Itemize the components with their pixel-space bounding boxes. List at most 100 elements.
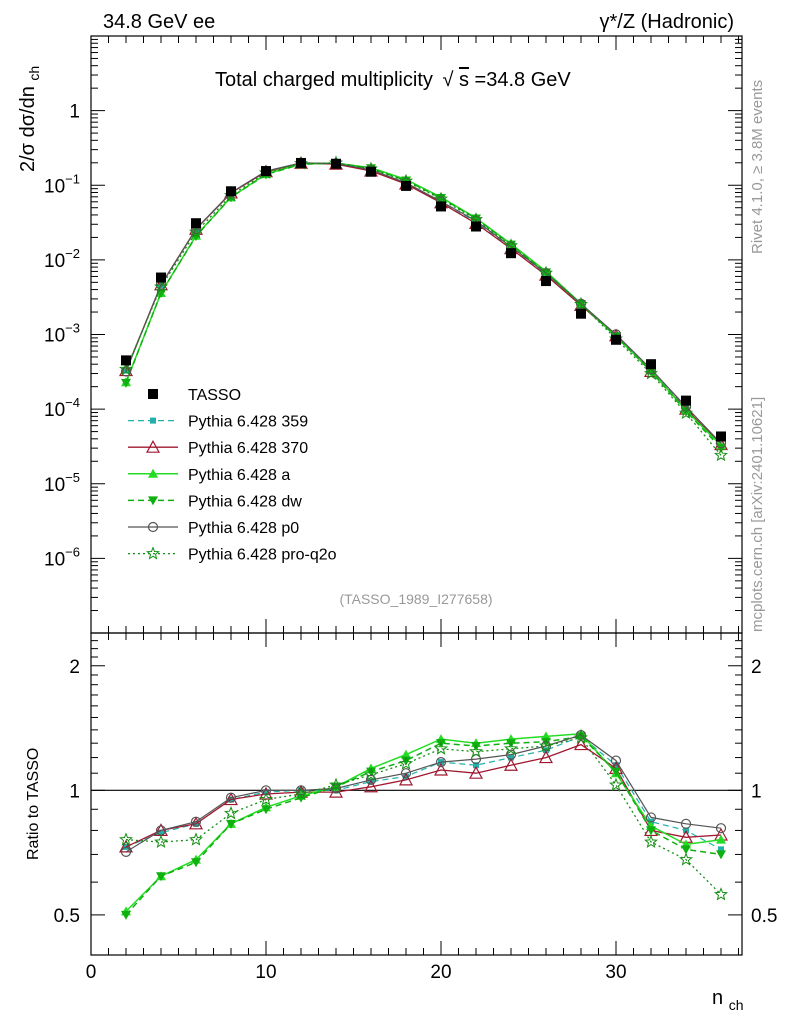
legend-label-pq2o: Pythia 6.428 pro-q2o bbox=[188, 547, 337, 564]
legend-marker-p370 bbox=[145, 439, 161, 453]
series-point-ratio-pq2o bbox=[679, 852, 693, 866]
series-point-ratio-pdw bbox=[191, 858, 201, 868]
data-point-tasso bbox=[296, 157, 306, 168]
series-point-ratio-p370 bbox=[433, 762, 449, 776]
series-line-main-pq2o bbox=[125, 162, 722, 456]
series-point-ratio-pp0 bbox=[645, 812, 657, 823]
series-point-ratio-pq2o bbox=[364, 767, 378, 781]
y-tick-label-main: 10−1 bbox=[44, 171, 80, 197]
series-point-ratio-pp0 bbox=[505, 749, 517, 760]
series-point-ratio-pdw bbox=[401, 756, 411, 766]
legend-marker-tasso bbox=[148, 389, 158, 399]
series-point-main-pq2o bbox=[154, 279, 168, 293]
data-point-tasso bbox=[471, 221, 481, 232]
series-point-ratio-pp0 bbox=[295, 785, 307, 796]
y-tick-label-main: 10−3 bbox=[44, 321, 80, 347]
series-point-ratio-pp0 bbox=[190, 816, 202, 827]
series-point-ratio-pq2o bbox=[224, 805, 238, 820]
series-point-ratio-pdw bbox=[611, 767, 621, 777]
series-point-ratio-p370 bbox=[538, 750, 554, 764]
legend: TASSO Pythia 6.428 359 Pythia 6.428 370 Pyt… bbox=[128, 387, 337, 564]
series-point-main-pp0 bbox=[120, 366, 132, 377]
y-tick-label-exp: −5 bbox=[65, 470, 80, 485]
series-point-ratio-p370 bbox=[398, 772, 414, 786]
legend-label-TASSO: TASSO bbox=[188, 387, 241, 404]
y-tick-label-exp: −2 bbox=[65, 246, 80, 261]
series-line-ratio-p359 bbox=[125, 735, 722, 850]
main-axis-ticks: 10−610−510−410−310−210−11 bbox=[44, 36, 742, 634]
y-tick-label-base: 10 bbox=[44, 549, 65, 570]
y-tick-label-ratio: 2 bbox=[69, 657, 80, 678]
series-line-main-pdw bbox=[125, 162, 722, 449]
series-point-ratio-pq2o bbox=[294, 786, 308, 800]
series-point-ratio-p370 bbox=[188, 816, 204, 830]
chart-title-sqrt-arg: s bbox=[459, 69, 469, 91]
series-line-main-pp0 bbox=[125, 162, 722, 444]
series-point-ratio-p359 bbox=[473, 762, 479, 769]
series-point-ratio-pa bbox=[716, 834, 726, 844]
series-point-ratio-pq2o bbox=[714, 887, 728, 901]
data-point-tasso bbox=[226, 186, 236, 197]
series-point-main-pdw bbox=[646, 367, 656, 377]
y-tick-label-base: 10 bbox=[44, 176, 65, 197]
series-point-main-pq2o bbox=[539, 265, 553, 279]
y-tick-label-ratio: 1 bbox=[69, 781, 80, 802]
x-axis-label: n ch bbox=[712, 987, 743, 1013]
data-point-tasso bbox=[611, 334, 621, 345]
series-point-ratio-pq2o bbox=[574, 730, 588, 744]
x-tick-label: 0 bbox=[86, 962, 97, 983]
series-point-ratio-pdw bbox=[121, 910, 131, 920]
data-point-tasso bbox=[156, 272, 166, 283]
y-tick-label-ratio-right: 2 bbox=[751, 657, 762, 678]
series-point-ratio-p370 bbox=[503, 757, 519, 771]
series-point-ratio-p359 bbox=[718, 846, 724, 853]
series-point-ratio-pq2o bbox=[609, 777, 623, 792]
y-tick-label-ratio: 0.5 bbox=[54, 906, 80, 927]
series-point-ratio-pdw bbox=[366, 767, 376, 777]
y-tick-label-main: 10−5 bbox=[44, 470, 80, 496]
legend-marker-pdw bbox=[148, 496, 158, 506]
data-point-tasso bbox=[261, 166, 271, 177]
y-axis-label-main-text: 2/σ dσ/dn bbox=[17, 86, 39, 172]
x-tick-label: 30 bbox=[605, 962, 626, 983]
chart-title-value: =34.8 GeV bbox=[475, 69, 572, 91]
series-point-main-pq2o bbox=[189, 224, 203, 239]
series-point-ratio-pq2o bbox=[434, 741, 448, 755]
y-tick-label-base: 10 bbox=[44, 475, 65, 496]
series-line-ratio-pdw bbox=[125, 735, 722, 916]
y-axis-label-main-sub: ch bbox=[26, 66, 42, 81]
legend-marker-pp0 bbox=[147, 521, 159, 533]
series-point-ratio-pp0 bbox=[225, 792, 237, 803]
x-axis-label-sub: ch bbox=[729, 997, 744, 1013]
legend-label-p359: Pythia 6.428 359 bbox=[188, 414, 308, 431]
rivet-label: Rivet 4.1.0, ≥ 3.8M events bbox=[749, 80, 766, 254]
series-point-ratio-pdw bbox=[576, 732, 586, 742]
series-point-ratio-pp0 bbox=[120, 846, 132, 857]
series-point-ratio-p359 bbox=[403, 773, 409, 780]
series-point-ratio-pdw bbox=[681, 845, 691, 855]
data-point-tasso bbox=[541, 276, 551, 287]
series-point-ratio-p359 bbox=[508, 754, 514, 761]
data-point-tasso bbox=[436, 201, 446, 212]
header-right: γ*/Z (Hadronic) bbox=[600, 11, 734, 33]
series-point-main-pq2o bbox=[679, 405, 693, 420]
y-tick-label-exp: −3 bbox=[65, 321, 80, 336]
series-point-ratio-pp0 bbox=[365, 774, 377, 785]
y-tick-label-ratio-right: 0.5 bbox=[751, 906, 777, 927]
y-tick-label-exp: −1 bbox=[65, 171, 80, 186]
series-point-ratio-p370 bbox=[468, 765, 484, 779]
series-point-ratio-pp0 bbox=[715, 823, 727, 834]
legend-marker-pq2o bbox=[146, 546, 160, 560]
y-tick-label-exp: −4 bbox=[65, 395, 80, 410]
series-line-ratio-pq2o bbox=[125, 736, 722, 895]
legend-label-p370: Pythia 6.428 370 bbox=[188, 440, 308, 457]
chart-title-text: Total charged multiplicity bbox=[215, 69, 433, 91]
y-tick-label-main: 10−4 bbox=[44, 395, 80, 421]
series-point-ratio-pq2o bbox=[504, 741, 518, 755]
series-point-ratio-pdw bbox=[541, 737, 551, 747]
y-tick-label-base: 10 bbox=[44, 326, 65, 347]
series-point-ratio-pdw bbox=[261, 805, 271, 815]
series-point-main-pdw bbox=[436, 193, 446, 203]
